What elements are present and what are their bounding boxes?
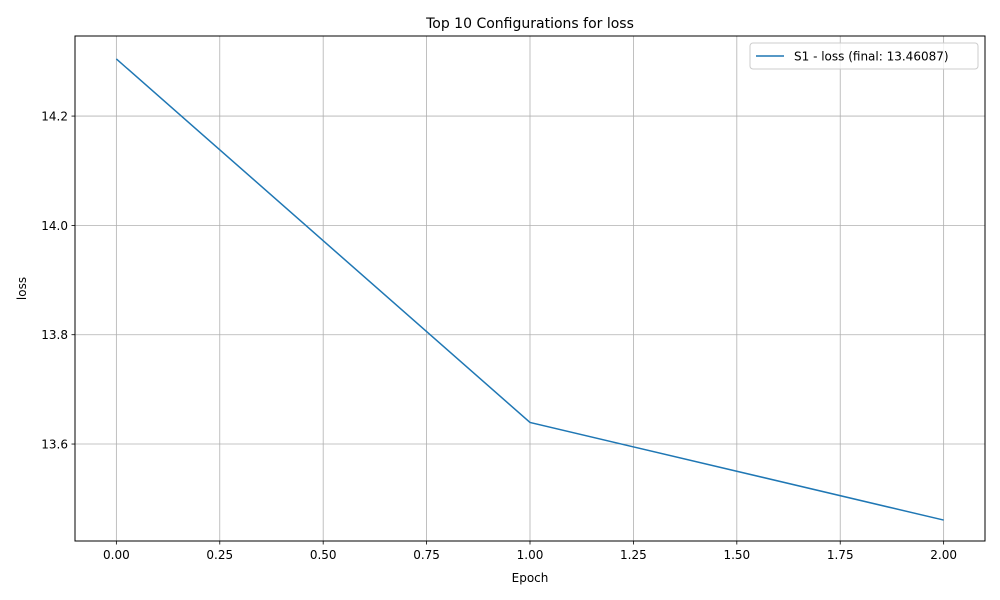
x-axis-label: Epoch xyxy=(512,571,549,585)
legend: S1 - loss (final: 13.46087) xyxy=(749,42,979,70)
x-axis-ticks: 0.00 0.25 0.50 0.75 1.00 1.25 1.50 1.75 2.00 xyxy=(103,541,957,562)
x-tick-label: 0.50 xyxy=(310,548,337,562)
x-tick-label: 2.00 xyxy=(930,548,957,562)
x-tick-label: 0.25 xyxy=(206,548,233,562)
y-tick-label: 13.6 xyxy=(41,438,68,452)
x-tick-label: 1.75 xyxy=(827,548,854,562)
y-tick-label: 14.0 xyxy=(41,219,68,233)
x-tick-label: 0.00 xyxy=(103,548,130,562)
series-line-1 xyxy=(115,58,944,521)
x-tick-label: 1.50 xyxy=(723,548,750,562)
x-tick-label: 1.00 xyxy=(517,548,544,562)
chart-title: Top 10 Configurations for loss xyxy=(425,16,634,32)
x-tick-label: 1.25 xyxy=(620,548,647,562)
x-tick-label: 0.75 xyxy=(413,548,440,562)
y-axis-ticks: 13.6 13.8 14.0 14.2 xyxy=(41,110,75,452)
y-tick-label: 13.8 xyxy=(41,328,68,342)
series-layer xyxy=(115,58,944,521)
legend-entry-label: S1 - loss (final: 13.46087) xyxy=(794,50,949,64)
grid-lines xyxy=(75,36,985,541)
y-axis-label: loss xyxy=(15,277,29,300)
legend-box xyxy=(749,42,979,70)
y-tick-label: 14.2 xyxy=(41,110,68,124)
